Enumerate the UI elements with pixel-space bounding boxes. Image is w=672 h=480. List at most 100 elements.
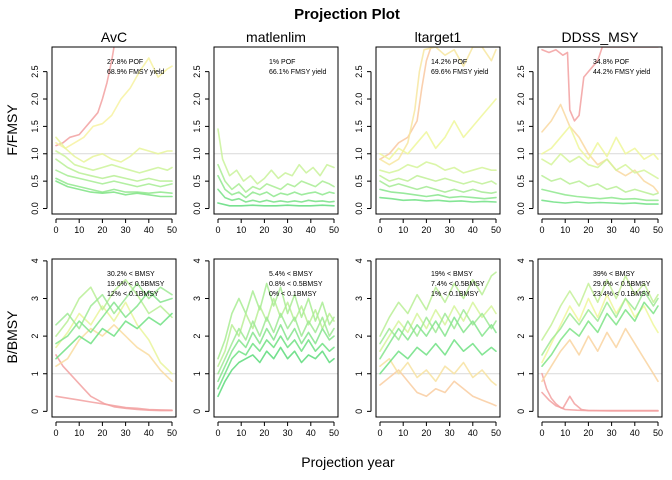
y-tick-label: 0 <box>30 409 40 414</box>
series-line-5 <box>217 202 335 207</box>
y-axis: 0 1 2 3 4 <box>192 258 210 414</box>
y-tick-label: 1.0 <box>516 148 526 161</box>
x-tick-label: 30 <box>445 428 455 438</box>
plot-frame <box>537 258 663 418</box>
series-group <box>541 47 659 205</box>
x-tick-label: 50 <box>653 225 663 235</box>
y-tick-label: 2.5 <box>354 65 364 78</box>
series-line-4 <box>541 153 659 180</box>
y-tick-label: 4 <box>30 258 40 263</box>
x-tick-label: 0 <box>377 428 382 438</box>
y-axis-label-bbmsy: B/BMSY <box>4 310 20 364</box>
series-line-2 <box>55 395 173 411</box>
x-tick-label: 50 <box>167 225 177 235</box>
series-line-7 <box>541 301 659 367</box>
series-line-6 <box>55 169 173 188</box>
y-axis-label-ffmsy: F/FMSY <box>4 104 20 156</box>
y-tick-label: 1 <box>192 371 202 376</box>
y-tick-label: 4 <box>192 258 202 263</box>
y-tick-label: 0.0 <box>30 202 40 215</box>
plot-frame <box>375 258 501 418</box>
series-line-2 <box>217 312 335 375</box>
x-tick-label: 10 <box>74 428 84 438</box>
y-tick-label: 2.0 <box>354 93 364 106</box>
annotation-text: 1% < 0.1BMSY <box>431 291 479 298</box>
series-line-8 <box>55 180 173 198</box>
x-tick-label: 30 <box>283 428 293 438</box>
x-tick-label: 50 <box>491 428 501 438</box>
series-line-1 <box>379 369 497 407</box>
series-line-5 <box>55 158 173 182</box>
y-tick-label: 1.5 <box>30 120 40 133</box>
series-line-6 <box>379 316 497 360</box>
x-tick-label: 50 <box>329 428 339 438</box>
series-line-6 <box>217 282 335 360</box>
x-tick-label: 20 <box>583 428 593 438</box>
x-tick-label: 30 <box>607 225 617 235</box>
annotation-text: 7.4% < 0.5BMSY <box>431 281 485 288</box>
series-line-8 <box>55 312 173 360</box>
plot-frame <box>51 258 177 418</box>
x-axis-label: Projection year <box>301 454 395 470</box>
series-line-2 <box>217 163 335 193</box>
ffmsy-subplot: 0 10 20 30 40 50 0.0 0.5 1.0 1.5 2.0 2.5 14.2% POF 69… <box>354 46 501 235</box>
y-axis: 0 1 2 3 4 <box>30 258 48 414</box>
x-tick-label: 40 <box>468 428 478 438</box>
panel-title: DDSS_MSY <box>561 29 639 45</box>
series-line-5 <box>541 275 659 341</box>
x-tick-label: 20 <box>97 225 107 235</box>
annotation-text: 14.2% POF <box>431 59 467 66</box>
series-line-3 <box>55 324 173 383</box>
y-tick-label: 0.0 <box>354 202 364 215</box>
y-tick-label: 3 <box>192 296 202 301</box>
y-tick-label: 3 <box>516 296 526 301</box>
plot-frame <box>213 258 339 418</box>
x-tick-label: 40 <box>630 225 640 235</box>
series-line-5 <box>217 346 335 398</box>
annotation-text: 0.8% < 0.5BMSY <box>269 281 323 288</box>
y-tick-label: 0.0 <box>516 202 526 215</box>
y-tick-label: 1 <box>30 371 40 376</box>
x-axis: 0 10 20 30 40 50 <box>377 218 501 235</box>
x-tick-label: 40 <box>630 428 640 438</box>
annotation-text: 44.2% FMSY yield <box>593 69 651 76</box>
x-tick-label: 40 <box>144 428 154 438</box>
x-tick-label: 10 <box>398 225 408 235</box>
series-line-1 <box>541 47 659 122</box>
x-axis: 0 10 20 30 40 50 <box>53 218 177 235</box>
series-line-3 <box>55 136 173 163</box>
x-tick-label: 0 <box>377 225 382 235</box>
x-tick-label: 50 <box>491 225 501 235</box>
x-tick-label: 40 <box>468 225 478 235</box>
y-tick-label: 1 <box>354 371 364 376</box>
y-tick-label: 1.0 <box>192 148 202 161</box>
x-tick-label: 20 <box>583 225 593 235</box>
series-line-3 <box>217 324 335 383</box>
x-tick-label: 10 <box>74 225 84 235</box>
x-tick-label: 0 <box>539 428 544 438</box>
y-tick-label: 2 <box>354 334 364 339</box>
bbmsy-subplot: 0 10 20 30 40 50 0 1 2 3 4 39% < BMSY 29.6% < 0.5BMS… <box>516 258 663 438</box>
y-tick-label: 2 <box>516 334 526 339</box>
plot-frame <box>375 46 501 215</box>
x-tick-label: 30 <box>121 428 131 438</box>
ffmsy-subplot: 0 10 20 30 40 50 0.0 0.5 1.0 1.5 2.0 2.5 1% POF 66.1%… <box>192 46 339 235</box>
panel-title: matlenlim <box>246 29 306 45</box>
x-tick-label: 10 <box>560 225 570 235</box>
y-axis: 0.0 0.5 1.0 1.5 2.0 2.5 <box>354 65 372 215</box>
bbmsy-subplot: 0 10 20 30 40 50 0 1 2 3 4 19% < BMSY 7.4% < 0.5BMSY… <box>354 258 501 438</box>
y-tick-label: 2 <box>192 334 202 339</box>
series-line-1 <box>379 47 432 160</box>
series-group <box>217 128 335 207</box>
y-tick-label: 0.5 <box>30 175 40 188</box>
bbmsy-subplot: 0 10 20 30 40 50 0 1 2 3 4 30.2% < BMSY 19.6% < 0.5B… <box>30 258 177 438</box>
y-axis: 0 1 2 3 4 <box>354 258 372 414</box>
x-tick-label: 10 <box>560 428 570 438</box>
series-group <box>541 275 659 412</box>
series-line-4 <box>55 301 173 375</box>
x-tick-label: 30 <box>121 225 131 235</box>
panel-title: AvC <box>101 29 127 45</box>
x-axis: 0 10 20 30 40 50 <box>215 421 339 438</box>
